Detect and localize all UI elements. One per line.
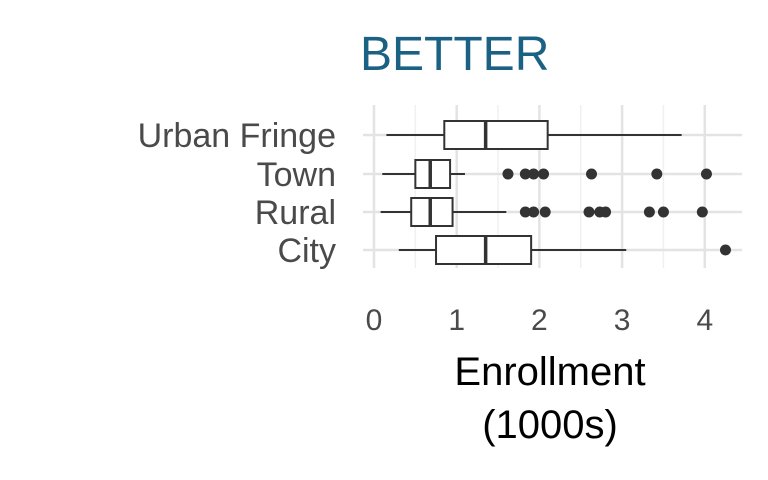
outlier-point xyxy=(519,206,531,218)
box-city xyxy=(398,235,731,265)
outlier-point xyxy=(528,168,540,180)
category-label: Urban Fringe xyxy=(138,117,336,155)
outlier-point xyxy=(538,168,550,180)
x-tick-labels: 0 1 2 3 4 xyxy=(366,304,713,337)
box-iqr xyxy=(414,159,452,189)
outlier-point xyxy=(696,206,708,218)
outlier-point xyxy=(651,168,663,180)
x-axis-title-line1: Enrollment xyxy=(454,350,645,394)
category-label: Town xyxy=(257,156,336,194)
outlier-point xyxy=(519,168,531,180)
x-tick-label: 3 xyxy=(614,304,631,337)
outlier-point xyxy=(586,168,598,180)
chart-title: BETTER xyxy=(360,28,549,81)
x-axis-title-line2: (1000s) xyxy=(482,403,618,447)
outlier-point xyxy=(719,244,731,256)
box-rural xyxy=(380,197,708,227)
category-label: Rural xyxy=(255,194,336,232)
outlier-point xyxy=(528,206,540,218)
box-town xyxy=(382,159,712,189)
x-tick-label: 4 xyxy=(696,304,713,337)
outlier-point xyxy=(600,206,612,218)
outlier-point xyxy=(657,206,669,218)
outlier-point xyxy=(539,206,551,218)
box-iqr xyxy=(435,235,533,265)
x-tick-label: 0 xyxy=(366,304,383,337)
category-label: City xyxy=(277,232,336,270)
boxes xyxy=(380,120,731,265)
outlier-point xyxy=(700,168,712,180)
outlier-point xyxy=(502,168,514,180)
box-urban-fringe xyxy=(386,120,682,150)
x-tick-label: 1 xyxy=(448,304,465,337)
box-iqr xyxy=(443,120,549,150)
outlier-point xyxy=(643,206,655,218)
x-tick-label: 2 xyxy=(531,304,548,337)
outlier-point xyxy=(583,206,595,218)
